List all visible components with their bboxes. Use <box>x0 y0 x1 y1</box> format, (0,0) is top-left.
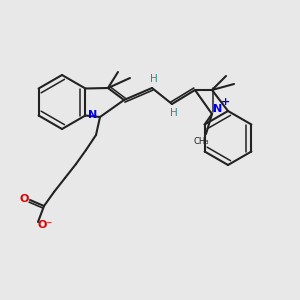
Text: N: N <box>88 110 98 120</box>
Text: O⁻: O⁻ <box>38 220 52 230</box>
Text: +: + <box>220 97 230 107</box>
Text: N: N <box>213 104 223 114</box>
Text: H: H <box>150 74 158 84</box>
Text: CH₃: CH₃ <box>193 136 209 146</box>
Text: H: H <box>170 108 178 118</box>
Text: O: O <box>19 194 29 204</box>
